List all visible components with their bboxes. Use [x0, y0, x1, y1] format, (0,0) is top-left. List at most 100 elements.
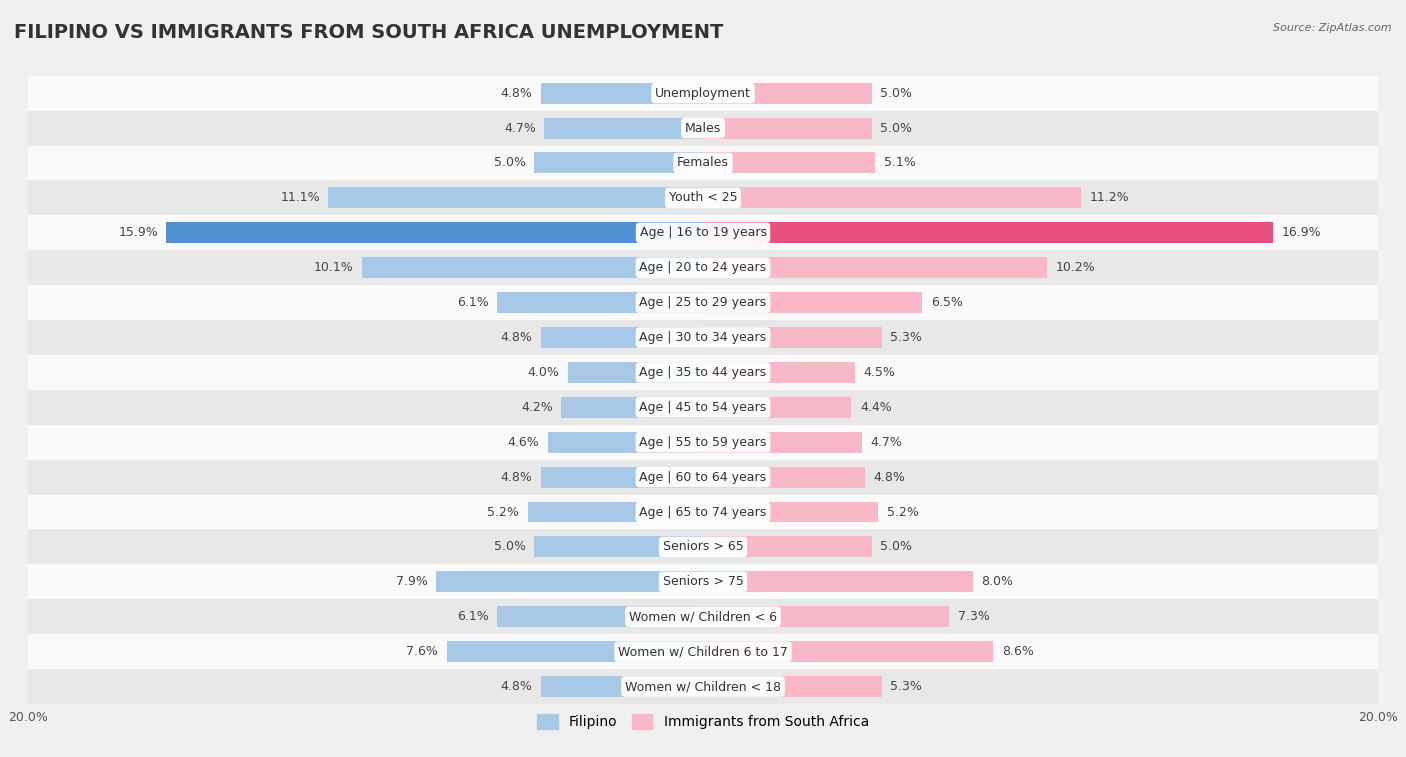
Text: 4.8%: 4.8%: [873, 471, 905, 484]
Text: Age | 65 to 74 years: Age | 65 to 74 years: [640, 506, 766, 519]
Bar: [541, 83, 703, 104]
Bar: [28, 459, 1378, 494]
Bar: [703, 117, 872, 139]
Text: 4.4%: 4.4%: [860, 400, 891, 414]
Bar: [28, 320, 1378, 355]
Bar: [527, 502, 703, 522]
Bar: [541, 676, 703, 697]
Bar: [28, 251, 1378, 285]
Text: 5.0%: 5.0%: [880, 540, 912, 553]
Bar: [568, 362, 703, 383]
Text: Age | 30 to 34 years: Age | 30 to 34 years: [640, 331, 766, 344]
Text: 6.5%: 6.5%: [931, 296, 963, 309]
Text: 6.1%: 6.1%: [457, 296, 489, 309]
Text: 4.2%: 4.2%: [522, 400, 553, 414]
Bar: [541, 327, 703, 348]
Text: 5.3%: 5.3%: [890, 331, 922, 344]
Text: 5.2%: 5.2%: [488, 506, 519, 519]
Bar: [28, 494, 1378, 529]
Text: 5.2%: 5.2%: [887, 506, 918, 519]
Text: Source: ZipAtlas.com: Source: ZipAtlas.com: [1274, 23, 1392, 33]
Text: 4.6%: 4.6%: [508, 436, 540, 449]
Legend: Filipino, Immigrants from South Africa: Filipino, Immigrants from South Africa: [531, 709, 875, 735]
Text: 4.5%: 4.5%: [863, 366, 896, 379]
Text: FILIPINO VS IMMIGRANTS FROM SOUTH AFRICA UNEMPLOYMENT: FILIPINO VS IMMIGRANTS FROM SOUTH AFRICA…: [14, 23, 724, 42]
Text: 8.0%: 8.0%: [981, 575, 1014, 588]
Bar: [541, 466, 703, 488]
Text: 10.2%: 10.2%: [1056, 261, 1095, 274]
Bar: [703, 606, 949, 628]
Text: Women w/ Children 6 to 17: Women w/ Children 6 to 17: [619, 645, 787, 658]
Text: 7.3%: 7.3%: [957, 610, 990, 623]
Text: 4.8%: 4.8%: [501, 471, 533, 484]
Text: 5.0%: 5.0%: [880, 122, 912, 135]
Text: Seniors > 65: Seniors > 65: [662, 540, 744, 553]
Bar: [166, 223, 703, 243]
Bar: [498, 606, 703, 628]
Bar: [28, 215, 1378, 251]
Bar: [28, 145, 1378, 180]
Bar: [703, 152, 875, 173]
Bar: [703, 188, 1081, 208]
Bar: [703, 223, 1274, 243]
Text: Women w/ Children < 6: Women w/ Children < 6: [628, 610, 778, 623]
Text: Age | 16 to 19 years: Age | 16 to 19 years: [640, 226, 766, 239]
Bar: [703, 537, 872, 557]
Text: 10.1%: 10.1%: [314, 261, 354, 274]
Text: 4.8%: 4.8%: [501, 86, 533, 100]
Text: 5.0%: 5.0%: [494, 540, 526, 553]
Bar: [703, 502, 879, 522]
Text: Females: Females: [678, 157, 728, 170]
Bar: [436, 572, 703, 592]
Bar: [498, 292, 703, 313]
Bar: [28, 529, 1378, 565]
Bar: [703, 431, 862, 453]
Bar: [363, 257, 703, 278]
Text: 4.7%: 4.7%: [505, 122, 536, 135]
Bar: [28, 355, 1378, 390]
Bar: [561, 397, 703, 418]
Text: Age | 25 to 29 years: Age | 25 to 29 years: [640, 296, 766, 309]
Bar: [28, 285, 1378, 320]
Text: Youth < 25: Youth < 25: [669, 192, 737, 204]
Text: 4.8%: 4.8%: [501, 331, 533, 344]
Text: Seniors > 75: Seniors > 75: [662, 575, 744, 588]
Text: Males: Males: [685, 122, 721, 135]
Text: 5.1%: 5.1%: [883, 157, 915, 170]
Bar: [329, 188, 703, 208]
Bar: [703, 466, 865, 488]
Text: 16.9%: 16.9%: [1282, 226, 1322, 239]
Bar: [703, 397, 852, 418]
Bar: [28, 634, 1378, 669]
Bar: [534, 537, 703, 557]
Bar: [28, 600, 1378, 634]
Bar: [534, 152, 703, 173]
Text: Age | 20 to 24 years: Age | 20 to 24 years: [640, 261, 766, 274]
Text: 5.0%: 5.0%: [494, 157, 526, 170]
Text: 4.7%: 4.7%: [870, 436, 901, 449]
Text: 5.0%: 5.0%: [880, 86, 912, 100]
Text: 11.1%: 11.1%: [280, 192, 321, 204]
Text: 4.0%: 4.0%: [527, 366, 560, 379]
Bar: [703, 257, 1047, 278]
Bar: [28, 669, 1378, 704]
Bar: [544, 117, 703, 139]
Bar: [28, 390, 1378, 425]
Text: 4.8%: 4.8%: [501, 680, 533, 693]
Bar: [703, 327, 882, 348]
Bar: [28, 111, 1378, 145]
Text: 8.6%: 8.6%: [1001, 645, 1033, 658]
Text: Age | 60 to 64 years: Age | 60 to 64 years: [640, 471, 766, 484]
Text: Age | 55 to 59 years: Age | 55 to 59 years: [640, 436, 766, 449]
Bar: [703, 362, 855, 383]
Text: Age | 45 to 54 years: Age | 45 to 54 years: [640, 400, 766, 414]
Bar: [28, 76, 1378, 111]
Text: 7.9%: 7.9%: [396, 575, 427, 588]
Text: Women w/ Children < 18: Women w/ Children < 18: [626, 680, 780, 693]
Text: Unemployment: Unemployment: [655, 86, 751, 100]
Text: 15.9%: 15.9%: [118, 226, 157, 239]
Bar: [28, 180, 1378, 215]
Bar: [703, 83, 872, 104]
Text: Age | 35 to 44 years: Age | 35 to 44 years: [640, 366, 766, 379]
Bar: [28, 425, 1378, 459]
